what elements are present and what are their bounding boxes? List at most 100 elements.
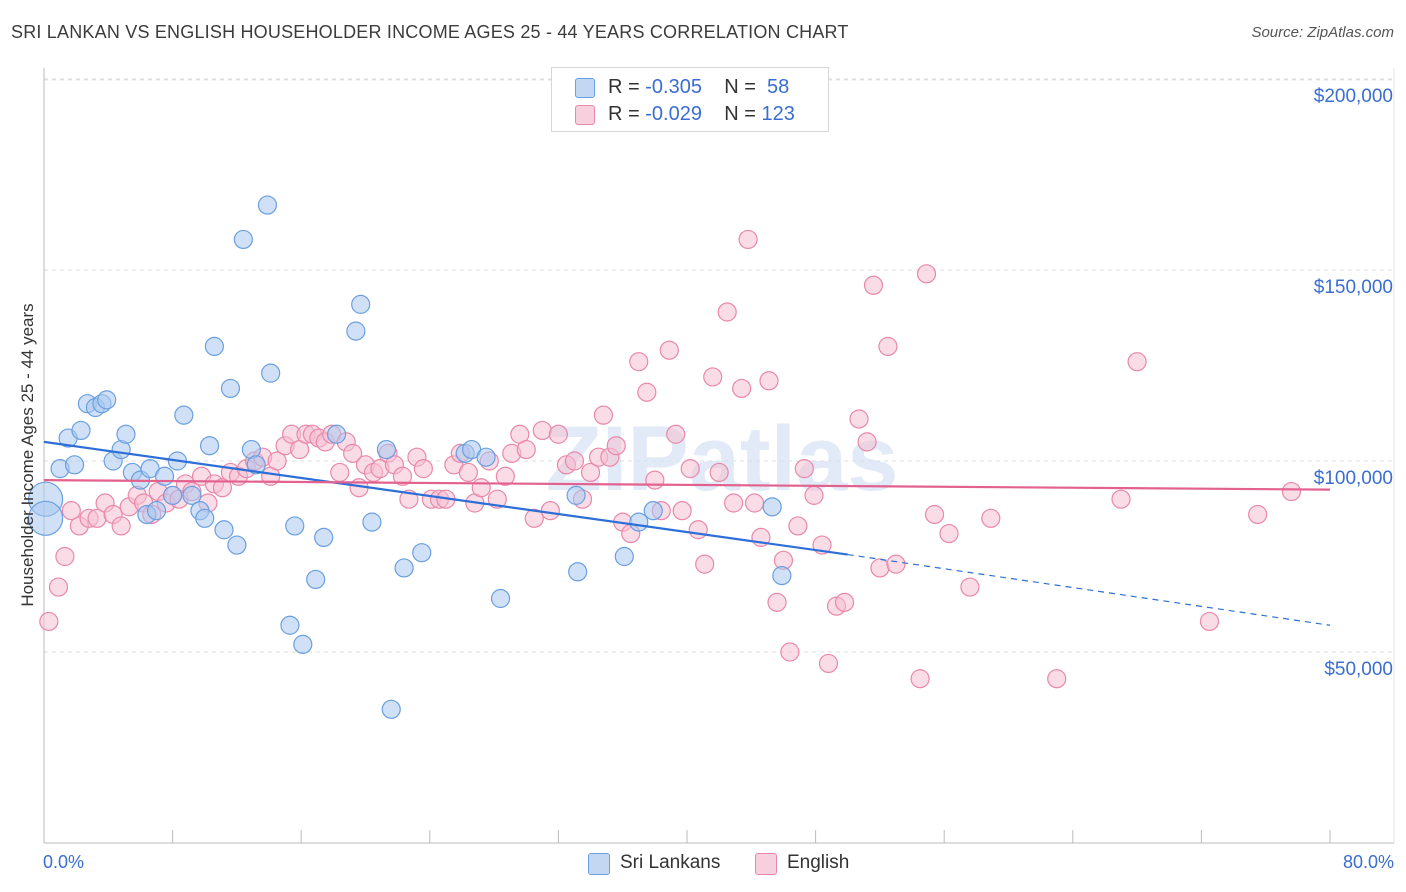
series-legend: Sri Lankans English bbox=[0, 852, 1406, 878]
point-english bbox=[672, 501, 692, 521]
point-sri-lankans bbox=[381, 699, 401, 719]
point-sri-lankans bbox=[314, 527, 334, 548]
point-sri-lankans bbox=[285, 516, 305, 536]
point-sri-lankans bbox=[326, 424, 347, 444]
point-sri-lankans bbox=[220, 378, 241, 399]
point-english bbox=[564, 451, 585, 471]
point-sri-lankans bbox=[376, 439, 396, 460]
point-english bbox=[818, 653, 839, 674]
point-english bbox=[666, 424, 686, 444]
grid-lines bbox=[44, 78, 1394, 653]
point-sri-lankans bbox=[614, 546, 634, 567]
point-english bbox=[916, 264, 937, 284]
point-english bbox=[267, 451, 287, 471]
point-english bbox=[392, 466, 413, 486]
y-tick-label: $100,000 bbox=[1313, 468, 1393, 489]
point-english bbox=[870, 558, 890, 578]
point-english bbox=[759, 371, 779, 391]
point-english bbox=[532, 420, 552, 441]
point-english bbox=[695, 554, 715, 574]
point-english bbox=[637, 382, 657, 402]
trendline-english bbox=[43, 479, 1331, 491]
point-english bbox=[732, 378, 752, 399]
point-sri-lankans bbox=[476, 447, 496, 467]
point-english bbox=[48, 577, 69, 597]
point-english bbox=[849, 409, 869, 429]
axes bbox=[43, 68, 1395, 844]
point-sri-lankans bbox=[568, 562, 588, 582]
point-sri-lankans bbox=[257, 195, 278, 215]
point-sri-lankans bbox=[116, 424, 136, 444]
point-sri-lankans bbox=[394, 558, 414, 578]
point-sri-lankans bbox=[280, 615, 300, 635]
point-english bbox=[834, 592, 855, 612]
chart-title: SRI LANKAN VS ENGLISH HOUSEHOLDER INCOME… bbox=[11, 22, 849, 42]
point-english bbox=[680, 459, 700, 479]
point-english bbox=[703, 367, 723, 387]
point-sri-lankans bbox=[227, 535, 247, 555]
point-english bbox=[709, 462, 729, 483]
point-sri-lankans bbox=[28, 500, 64, 536]
point-english bbox=[61, 501, 81, 521]
point-english bbox=[717, 302, 737, 322]
point-english bbox=[1248, 504, 1268, 525]
point-sri-lankans bbox=[306, 569, 326, 590]
point-english bbox=[981, 508, 1001, 528]
y-tick-label: $200,000 bbox=[1313, 86, 1393, 107]
x-tick-label-min: 0.0% bbox=[43, 852, 85, 872]
point-sri-lankans bbox=[199, 436, 220, 456]
legend-swatch-sri-lankans bbox=[588, 853, 610, 875]
point-english bbox=[111, 516, 131, 536]
point-sri-lankans bbox=[351, 294, 371, 314]
point-sri-lankans bbox=[772, 565, 792, 586]
point-sri-lankans bbox=[261, 363, 281, 383]
point-english bbox=[939, 523, 959, 544]
point-english bbox=[212, 478, 233, 498]
trend-lines bbox=[43, 440, 1331, 626]
point-english bbox=[688, 520, 708, 540]
trendline-sri-lankans-projection bbox=[847, 553, 1331, 626]
point-sri-lankans bbox=[246, 455, 266, 475]
point-sri-lankans bbox=[362, 512, 382, 532]
point-english bbox=[593, 405, 614, 425]
point-sri-lankans bbox=[163, 485, 183, 505]
point-sri-lankans bbox=[97, 390, 117, 410]
point-english bbox=[744, 493, 765, 513]
point-sri-lankans bbox=[64, 455, 85, 475]
point-english bbox=[645, 470, 665, 490]
point-english bbox=[629, 352, 649, 372]
point-sri-lankans bbox=[174, 405, 194, 425]
trendline-sri-lankans bbox=[43, 440, 848, 556]
point-english bbox=[343, 443, 363, 463]
point-english bbox=[1111, 489, 1131, 509]
point-sri-lankans bbox=[412, 543, 432, 563]
point-english bbox=[55, 546, 75, 567]
point-english bbox=[857, 432, 877, 452]
point-english bbox=[330, 462, 350, 483]
point-sri-lankans bbox=[146, 501, 167, 521]
stats-legend: R = -0.305 N = 58 R = -0.029 N = 123 bbox=[551, 67, 829, 132]
point-english bbox=[516, 439, 536, 460]
point-english bbox=[924, 504, 945, 525]
point-sri-lankans bbox=[762, 497, 782, 517]
point-sri-lankans bbox=[204, 336, 224, 356]
point-sri-lankans bbox=[154, 466, 175, 486]
point-english bbox=[804, 485, 824, 505]
point-sri-lankans bbox=[566, 485, 586, 505]
point-english bbox=[780, 642, 800, 662]
point-english bbox=[788, 516, 808, 536]
point-sri-lankans bbox=[490, 588, 511, 609]
y-tick-label: $50,000 bbox=[1324, 659, 1393, 680]
point-english bbox=[1047, 669, 1067, 689]
legend-label-sri-lankans: Sri Lankans bbox=[620, 852, 721, 873]
point-english bbox=[878, 336, 898, 356]
point-sri-lankans bbox=[346, 321, 366, 341]
legend-swatch-sri-lankans bbox=[575, 78, 595, 98]
source-credit: Source: ZipAtlas.com bbox=[1251, 24, 1394, 41]
point-english bbox=[413, 459, 433, 479]
point-english bbox=[724, 493, 744, 513]
point-english bbox=[960, 577, 980, 597]
point-english bbox=[540, 501, 560, 521]
legend-stats-sri-lankans: R = -0.305 N = 58 bbox=[608, 76, 790, 98]
point-sri-lankans bbox=[629, 512, 649, 532]
